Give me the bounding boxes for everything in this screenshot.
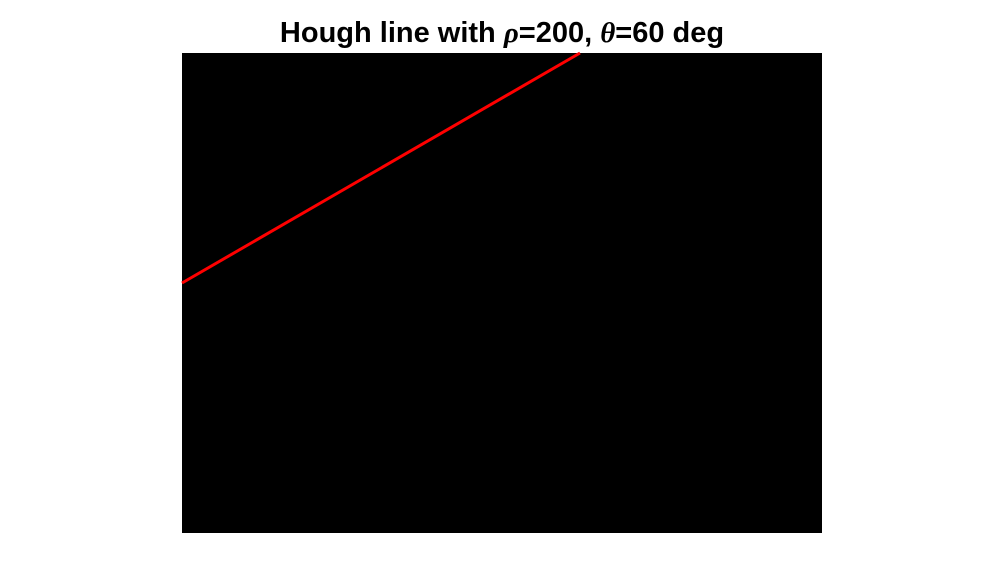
title-prefix: Hough line with [280, 17, 504, 49]
image-area [182, 53, 822, 533]
title-theta-value: =60 deg [615, 17, 724, 49]
hough-line [181, 51, 581, 285]
title-rho-value: =200, [519, 17, 600, 49]
chart-title: Hough line with ρ=200, θ=60 deg [280, 17, 724, 49]
title-theta-symbol: θ [600, 17, 615, 49]
title-rho-symbol: ρ [503, 17, 519, 49]
